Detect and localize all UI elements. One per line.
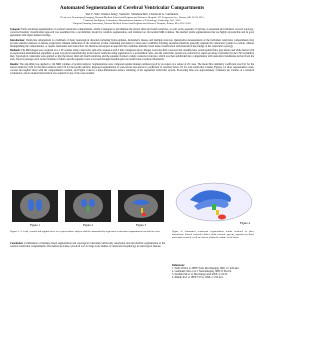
section-heading: Results: xyxy=(10,62,19,66)
section-text: The algorithm was applied to 124 MRI vol… xyxy=(10,62,254,76)
section: Introduction: Ventricular enlargement is… xyxy=(10,39,254,48)
figure-label: Figure 2 xyxy=(83,223,94,227)
section: Synopsis: Fully automated segmentation o… xyxy=(10,28,254,37)
body-text: Synopsis: Fully automated segmentation o… xyxy=(10,28,254,188)
section-text: Combination of intensity-based segmentat… xyxy=(10,242,165,249)
title: Automated Segmentation of Cerebral Ventr… xyxy=(59,5,205,11)
reference: 4. Kikinis R et al. IEEE TVCG 1996; 2: 2… xyxy=(172,276,224,280)
figure-image xyxy=(65,190,111,222)
section-heading: Methods: xyxy=(10,49,21,53)
figure-label: Figure 4 xyxy=(240,221,251,225)
reference: 1. Wells WM et al. IEEE Trans Med Imagin… xyxy=(172,267,240,271)
figure-caption: Figures 1-3: Axial, coronal and sagittal… xyxy=(10,230,161,233)
section-text: Fully automated segmentation of cerebral… xyxy=(10,28,254,38)
section: Results: The algorithm was applied to 12… xyxy=(10,63,254,75)
page: {"header":{"title":"Automated Segmentati… xyxy=(10,5,254,304)
section-heading: Introduction: xyxy=(10,38,25,42)
section-heading: Conclusion: xyxy=(10,242,24,245)
affiliation: ²Artificial Intelligence Laboratory, Mas… xyxy=(83,19,181,22)
section-heading: References: xyxy=(172,264,185,267)
figure-image xyxy=(118,190,164,222)
authors: Wei Y. Yeh¹, Wenfei Jiang², Vamsi K. Yal… xyxy=(85,12,179,16)
section-heading: Synopsis: xyxy=(10,28,21,31)
reference: 3. Warfield SK et al. Med Image Anal 200… xyxy=(172,273,228,277)
figure-image xyxy=(12,190,58,222)
figure-image: Figure 4 xyxy=(175,182,253,225)
figure-caption: Figure 4: Automated ventricular segmenta… xyxy=(172,230,254,239)
figure-row: Figure 1 Figure 2 Figure 3 xyxy=(12,190,164,227)
figure-label: Figure 1 xyxy=(30,223,41,227)
affiliation: ³Surgical Planning Laboratory, Harvard M… xyxy=(72,22,192,25)
section: Methods: The MR images were acquired on … xyxy=(10,49,254,61)
section-text: Ventricular enlargement is a hallmark of… xyxy=(10,38,254,48)
reference: 2. Guttmann CRG et al. J Neuroimaging 19… xyxy=(172,270,232,274)
conclusion: Conclusion: Combination of intensity-bas… xyxy=(10,242,165,272)
figure-label: Figure 3 xyxy=(136,223,147,227)
section-text: The MR images were acquired on a 1.5T sc… xyxy=(10,49,254,62)
affiliation: ¹Center for Neurological Imaging, Harvar… xyxy=(60,16,204,19)
references: References: 1. Wells WM et al. IEEE Tran… xyxy=(172,264,254,304)
